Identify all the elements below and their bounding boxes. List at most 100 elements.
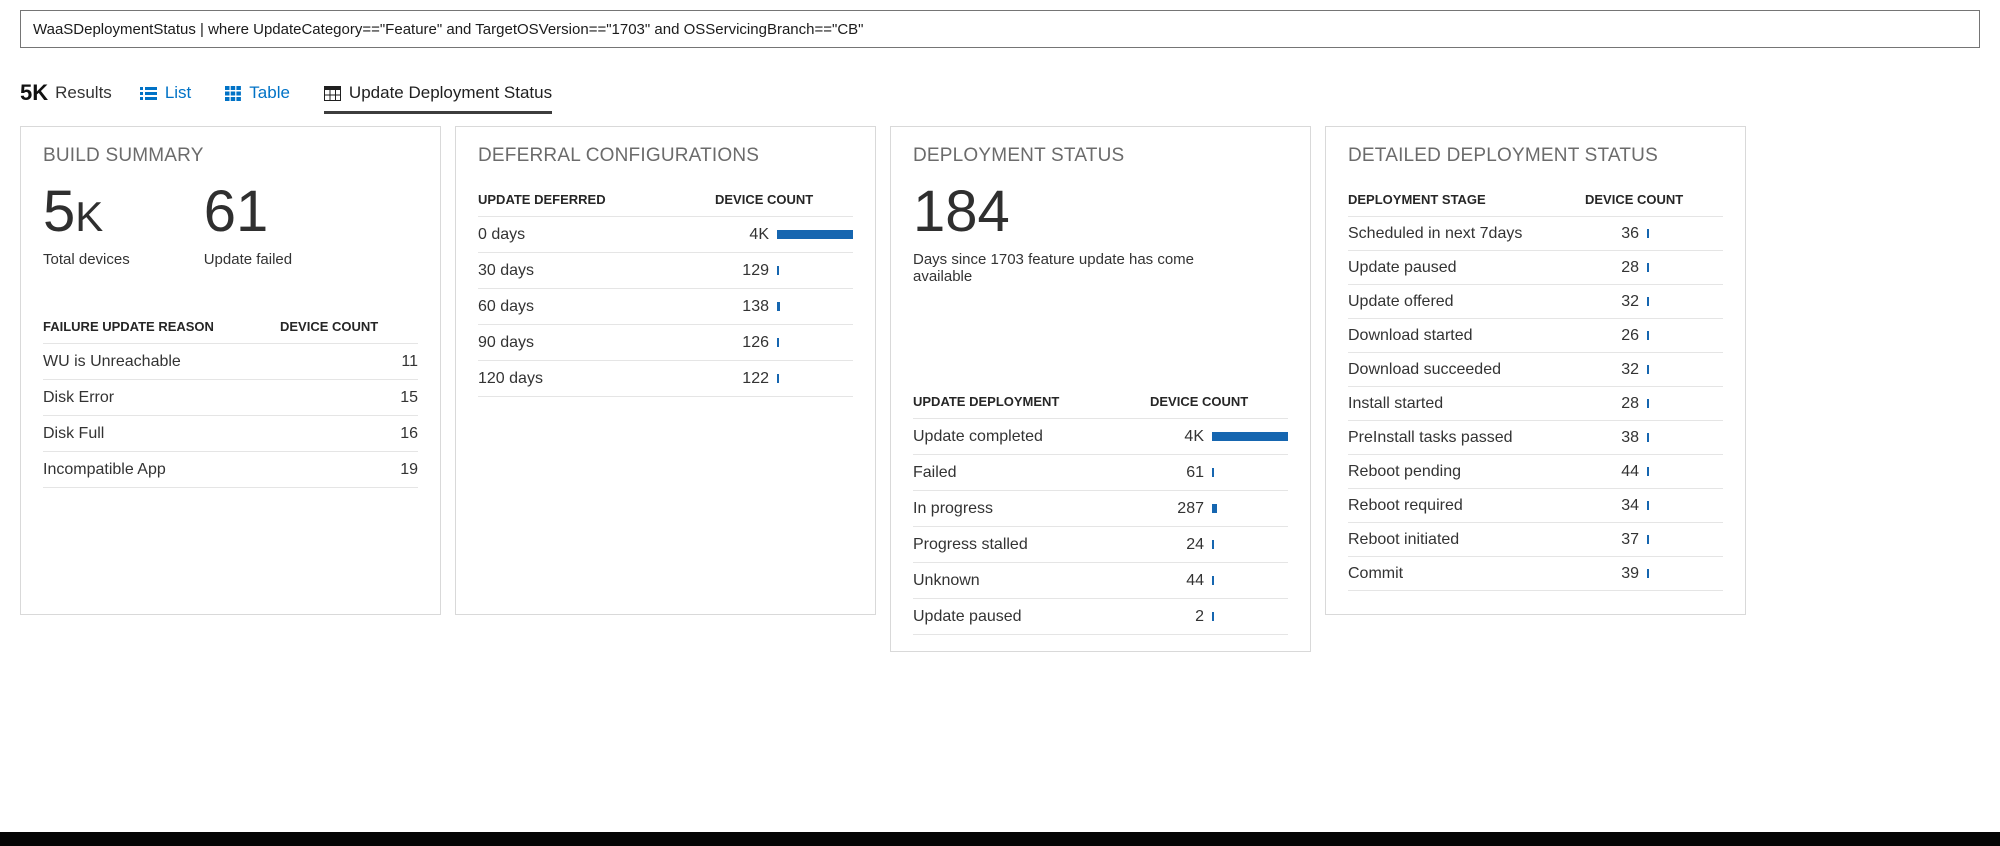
table-row[interactable]: Update completed 4K [913, 419, 1288, 455]
row-label: 120 days [478, 369, 543, 387]
failure-update-reason-table: FAILURE UPDATE REASON DEVICE COUNT WU is U… [43, 310, 418, 488]
value-bar [1647, 569, 1649, 578]
column-header: DEVICE COUNT [280, 319, 379, 334]
table-row[interactable]: Disk Error 15 [43, 380, 418, 416]
table-row[interactable]: Unknown 44 [913, 563, 1288, 599]
table-row[interactable]: 30 days 129 [478, 253, 853, 289]
table-row[interactable]: Scheduled in next 7days 36 [1348, 217, 1723, 251]
value-bar [777, 230, 853, 239]
value-bar [1212, 576, 1214, 585]
row-value: 129 [742, 261, 769, 279]
table-row[interactable]: 90 days 126 [478, 325, 853, 361]
table-row[interactable]: Progress stalled 24 [913, 527, 1288, 563]
tab-update-deployment-status[interactable]: Update Deployment Status [323, 72, 553, 114]
column-header: DEVICE COUNT [1585, 192, 1684, 207]
row-value: 287 [1177, 499, 1204, 517]
row-value: 38 [1621, 428, 1639, 446]
metric-update-failed: 61 Update failed [203, 179, 293, 269]
row-label: Scheduled in next 7days [1348, 224, 1523, 242]
table-row[interactable]: Download succeeded 32 [1348, 353, 1723, 387]
value-bar [1647, 331, 1649, 340]
value-bar [1647, 263, 1649, 272]
column-header: DEPLOYMENT STAGE [1348, 192, 1486, 207]
query-input[interactable] [20, 10, 1980, 48]
card-deferral-configurations: DEFERRAL CONFIGURATIONS UPDATE DEFERRED D… [455, 126, 876, 615]
table-row[interactable]: Update offered 32 [1348, 285, 1723, 319]
metric-label: Total devices [43, 251, 130, 268]
table-row[interactable]: Update paused 28 [1348, 251, 1723, 285]
row-label: Download succeeded [1348, 360, 1501, 378]
deployment-stage-table: DEPLOYMENT STAGE DEVICE COUNT Scheduled in… [1348, 183, 1723, 591]
metric-value: 61 [203, 179, 269, 244]
table-icon [225, 85, 242, 101]
table-row[interactable]: In progress 287 [913, 491, 1288, 527]
value-bar [777, 338, 779, 347]
value-bar [1647, 399, 1649, 408]
value-bar [1647, 467, 1649, 476]
row-value: 24 [1186, 535, 1204, 553]
table-row[interactable]: PreInstall tasks passed 38 [1348, 421, 1723, 455]
tab-label: List [164, 83, 192, 102]
row-label: Progress stalled [913, 535, 1028, 553]
row-label: Reboot initiated [1348, 530, 1460, 548]
results-count-value: 5K [20, 80, 49, 105]
table-row[interactable]: Reboot required 34 [1348, 489, 1723, 523]
row-label: Download started [1348, 326, 1473, 344]
column-header: UPDATE DEFERRED [478, 192, 606, 207]
results-count-label: Results [55, 83, 112, 102]
value-bar [1647, 229, 1649, 238]
tab-table[interactable]: Table [225, 72, 290, 114]
row-label: Update paused [913, 607, 1022, 625]
table-row[interactable]: Download started 26 [1348, 319, 1723, 353]
row-label: 90 days [478, 333, 535, 351]
card-title-build-summary: BUILD SUMMARY [43, 145, 204, 166]
row-value: 126 [742, 333, 769, 351]
row-label: Update paused [1348, 258, 1457, 276]
row-value: 4K [749, 225, 769, 243]
table-row[interactable]: Reboot initiated 37 [1348, 523, 1723, 557]
table-row[interactable]: WU is Unreachable 11 [43, 344, 418, 380]
table-row[interactable]: Update paused 2 [913, 599, 1288, 635]
row-value: 122 [742, 369, 769, 387]
table-row[interactable]: 60 days 138 [478, 289, 853, 325]
metric-total-devices: 5K Total devices [43, 183, 130, 269]
row-value: 44 [1186, 571, 1204, 589]
value-bar [777, 266, 779, 275]
table-row[interactable]: Incompatible App 19 [43, 452, 418, 488]
table-row[interactable]: Reboot pending 44 [1348, 455, 1723, 489]
row-value: 28 [1621, 394, 1639, 412]
table-row[interactable]: Install started 28 [1348, 387, 1723, 421]
value-bar [1647, 501, 1649, 510]
value-bar [777, 374, 779, 383]
table-row[interactable]: 120 days 122 [478, 361, 853, 397]
row-label: Disk Full [43, 424, 105, 442]
tab-label: Update Deployment Status [348, 83, 553, 102]
update-deployment-table: UPDATE DEPLOYMENT DEVICE COUNT Update comp… [913, 385, 1288, 635]
row-value: 44 [1621, 462, 1639, 480]
row-value: 34 [1621, 496, 1639, 514]
tab-label: Table [249, 83, 290, 102]
table-header-row: UPDATE DEFERRED DEVICE COUNT [478, 183, 853, 217]
tab-list[interactable]: List [139, 72, 192, 114]
column-header: UPDATE DEPLOYMENT [913, 394, 1060, 409]
metric-label: Update failed [203, 251, 293, 268]
row-label: Unknown [913, 571, 980, 589]
dashboard-cards: BUILD SUMMARY 5K Total devices 61 Update… [20, 126, 1980, 652]
table-row[interactable]: Commit 39 [1348, 557, 1723, 591]
metric-value: 184 [913, 179, 1010, 244]
table-row[interactable]: Failed 61 [913, 455, 1288, 491]
row-label: Incompatible App [43, 460, 166, 478]
table-row[interactable]: Disk Full 16 [43, 416, 418, 452]
grid-table-icon [323, 85, 341, 101]
row-value: 16 [400, 424, 418, 442]
table-header-row: FAILURE UPDATE REASON DEVICE COUNT [43, 310, 418, 344]
row-label: PreInstall tasks passed [1348, 428, 1513, 446]
table-header-row: UPDATE DEPLOYMENT DEVICE COUNT [913, 385, 1288, 419]
value-bar [777, 302, 780, 311]
card-title-deferral-configurations: DEFERRAL CONFIGURATIONS [478, 145, 760, 166]
row-label: 30 days [478, 261, 535, 279]
update-deferred-table: UPDATE DEFERRED DEVICE COUNT 0 days 4K 30 da… [478, 183, 853, 397]
value-bar [1647, 433, 1649, 442]
card-build-summary: BUILD SUMMARY 5K Total devices 61 Update… [20, 126, 441, 615]
table-row[interactable]: 0 days 4K [478, 217, 853, 253]
